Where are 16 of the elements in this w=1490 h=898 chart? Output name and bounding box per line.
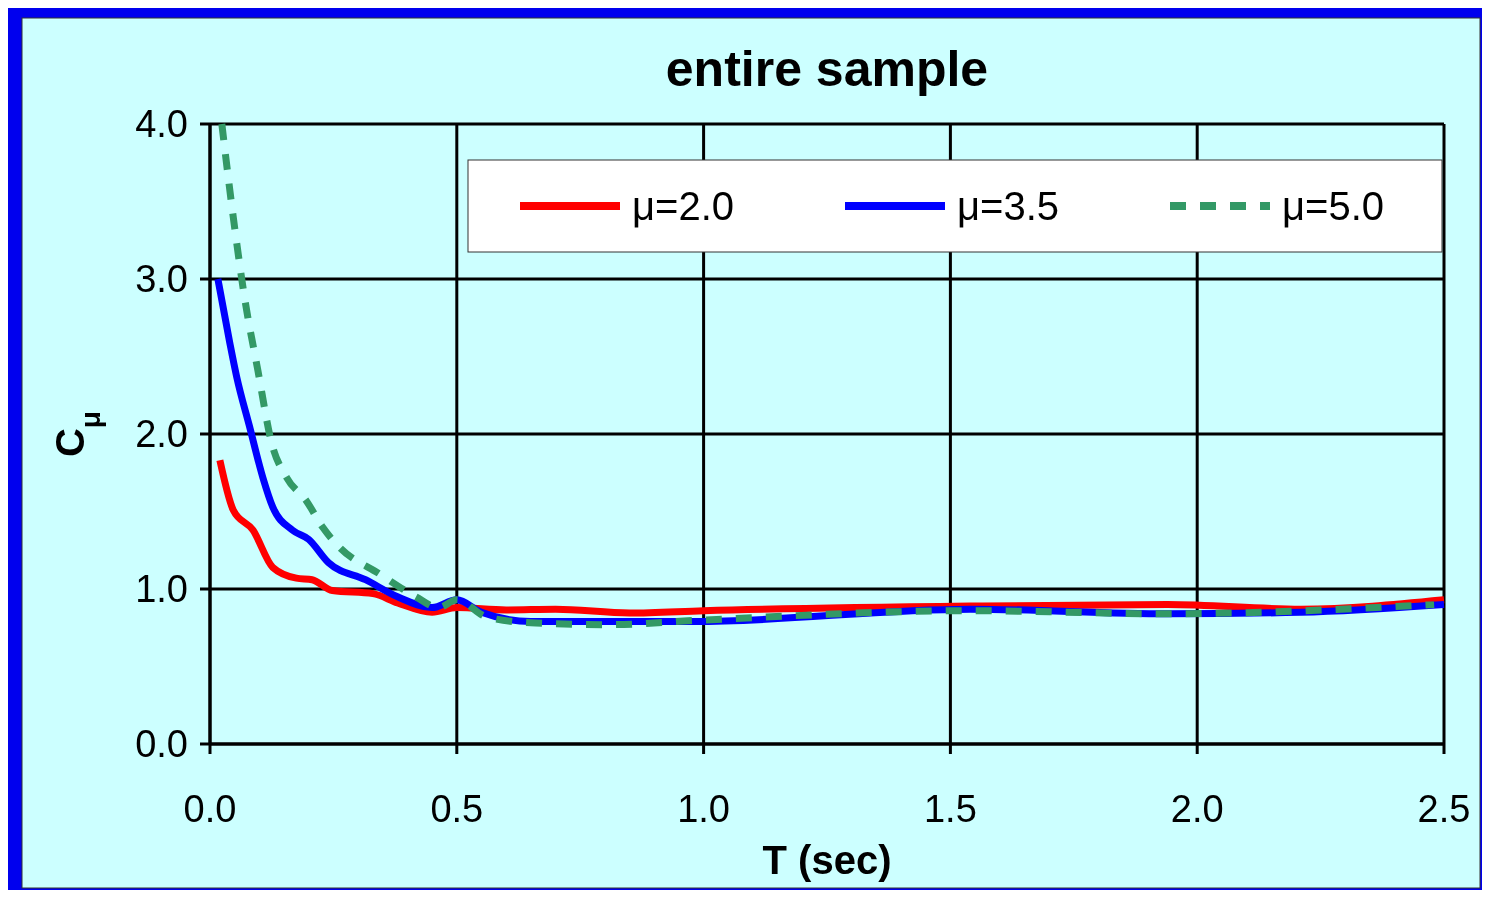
- x-axis-title: T (sec): [762, 838, 892, 882]
- x-tick-label: 2.5: [1417, 788, 1471, 830]
- x-tick-label: 0.0: [183, 788, 237, 830]
- chart-title: entire sample: [665, 41, 989, 97]
- y-tick-label: 0.0: [135, 723, 188, 765]
- legend-label: μ=5.0: [1282, 184, 1385, 228]
- legend-label: μ=2.0: [632, 184, 735, 228]
- y-tick-label: 1.0: [135, 568, 188, 610]
- y-tick-label: 3.0: [135, 258, 188, 300]
- x-tick-label: 0.5: [430, 788, 484, 830]
- y-tick-label: 2.0: [135, 413, 188, 455]
- y-tick-label: 4.0: [135, 103, 188, 145]
- legend-label: μ=3.5: [957, 184, 1060, 228]
- x-tick-label: 1.5: [923, 788, 977, 830]
- x-tick-label: 2.0: [1170, 788, 1224, 830]
- x-tick-label: 1.0: [677, 788, 731, 830]
